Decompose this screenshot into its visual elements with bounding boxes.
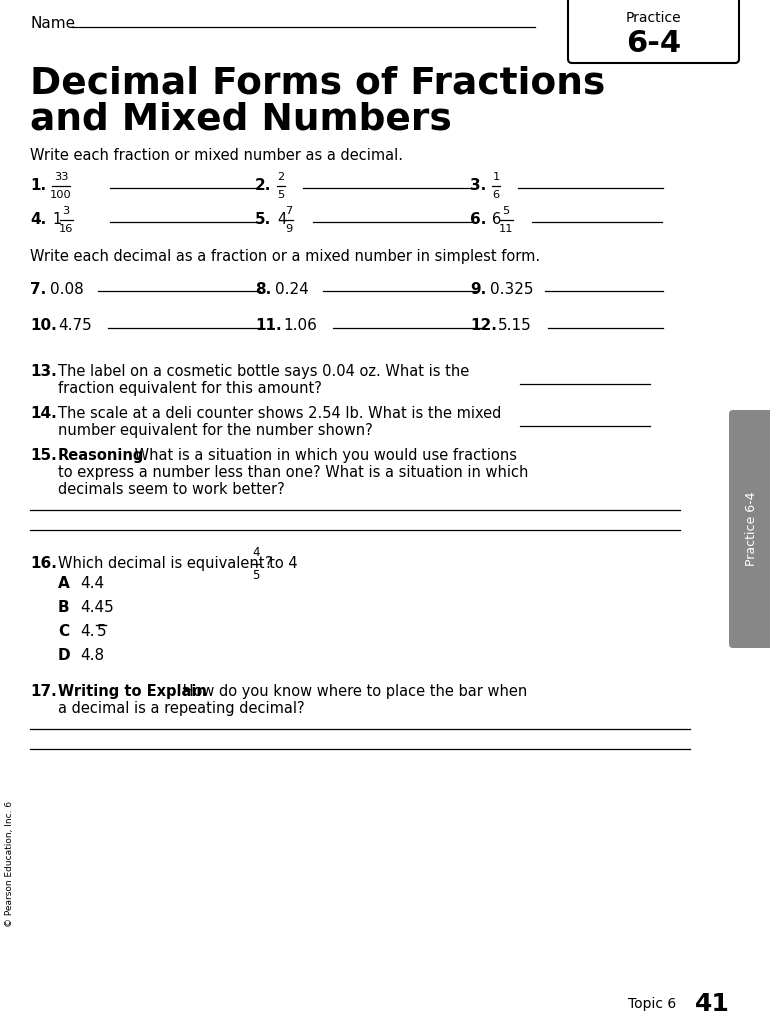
- Text: decimals seem to work better?: decimals seem to work better?: [58, 482, 285, 497]
- FancyBboxPatch shape: [729, 410, 770, 648]
- Text: 11: 11: [499, 224, 514, 234]
- Text: 4.4: 4.4: [80, 577, 104, 592]
- Text: 3.: 3.: [470, 178, 486, 194]
- Text: 11.: 11.: [255, 318, 282, 334]
- Text: 1.06: 1.06: [283, 318, 317, 334]
- Text: 5: 5: [277, 190, 285, 201]
- Text: 4.45: 4.45: [80, 600, 114, 615]
- Text: 4.: 4.: [30, 213, 46, 227]
- Text: What is a situation in which you would use fractions: What is a situation in which you would u…: [130, 449, 517, 463]
- Text: 15.: 15.: [30, 449, 57, 463]
- Text: 5: 5: [253, 569, 259, 582]
- Text: 7.: 7.: [30, 282, 46, 297]
- Text: 6: 6: [493, 190, 500, 201]
- Text: Which decimal is equivalent to 4: Which decimal is equivalent to 4: [58, 556, 298, 571]
- Text: How do you know where to place the bar when: How do you know where to place the bar w…: [178, 684, 527, 699]
- Text: 2.: 2.: [255, 178, 271, 194]
- Text: fraction equivalent for this amount?: fraction equivalent for this amount?: [58, 381, 322, 396]
- Text: 10.: 10.: [30, 318, 57, 334]
- FancyBboxPatch shape: [568, 0, 739, 63]
- Text: 9: 9: [285, 224, 293, 234]
- Text: 4: 4: [253, 546, 259, 559]
- Text: Write each decimal as a fraction or a mixed number in simplest form.: Write each decimal as a fraction or a mi…: [30, 249, 540, 263]
- Text: 1: 1: [52, 213, 62, 227]
- Text: C: C: [58, 625, 69, 640]
- Text: a decimal is a repeating decimal?: a decimal is a repeating decimal?: [58, 701, 305, 716]
- Text: 0.24: 0.24: [275, 282, 309, 297]
- Text: number equivalent for the number shown?: number equivalent for the number shown?: [58, 423, 373, 438]
- Text: Name: Name: [30, 16, 75, 32]
- Text: 100: 100: [50, 190, 72, 201]
- Text: 6-4: 6-4: [626, 29, 681, 57]
- Text: B: B: [58, 600, 69, 615]
- Text: 3: 3: [62, 206, 70, 216]
- Text: The label on a cosmetic bottle says 0.04 oz. What is the: The label on a cosmetic bottle says 0.04…: [58, 364, 469, 379]
- Text: 6.: 6.: [470, 213, 487, 227]
- Text: 5: 5: [503, 206, 510, 216]
- Text: 14.: 14.: [30, 406, 57, 421]
- Text: 17.: 17.: [30, 684, 57, 699]
- Text: Write each fraction or mixed number as a decimal.: Write each fraction or mixed number as a…: [30, 147, 403, 163]
- Text: and Mixed Numbers: and Mixed Numbers: [30, 101, 452, 137]
- Text: 7: 7: [285, 206, 293, 216]
- Text: 8.: 8.: [255, 282, 271, 297]
- Text: 16: 16: [59, 224, 73, 234]
- Text: 41: 41: [695, 992, 730, 1016]
- Text: 2: 2: [277, 172, 285, 181]
- Text: 4.8: 4.8: [80, 648, 104, 664]
- Text: Decimal Forms of Fractions: Decimal Forms of Fractions: [30, 66, 605, 102]
- Text: 5: 5: [97, 625, 106, 640]
- Text: 12.: 12.: [470, 318, 497, 334]
- Text: Practice: Practice: [626, 11, 681, 25]
- Text: 0.08: 0.08: [50, 282, 84, 297]
- Text: Practice 6-4: Practice 6-4: [745, 492, 758, 566]
- Text: A: A: [58, 577, 70, 592]
- Text: 4.: 4.: [80, 625, 95, 640]
- Text: © Pearson Education, Inc. 6: © Pearson Education, Inc. 6: [5, 801, 15, 927]
- Text: Topic 6: Topic 6: [628, 997, 676, 1011]
- Text: ?: ?: [265, 556, 273, 571]
- Text: 5.15: 5.15: [498, 318, 532, 334]
- Text: 33: 33: [54, 172, 69, 181]
- Text: The scale at a deli counter shows 2.54 lb. What is the mixed: The scale at a deli counter shows 2.54 l…: [58, 406, 501, 421]
- Text: to express a number less than one? What is a situation in which: to express a number less than one? What …: [58, 465, 528, 480]
- Text: Writing to Explain: Writing to Explain: [58, 684, 207, 699]
- Text: 5.: 5.: [255, 213, 271, 227]
- Text: Reasoning: Reasoning: [58, 449, 145, 463]
- Text: 0.325: 0.325: [490, 282, 534, 297]
- Text: 16.: 16.: [30, 556, 57, 571]
- Text: 4: 4: [277, 213, 286, 227]
- Text: 9.: 9.: [470, 282, 486, 297]
- Text: 1.: 1.: [30, 178, 46, 194]
- Text: 6: 6: [492, 213, 501, 227]
- Text: 1: 1: [492, 172, 500, 181]
- Text: D: D: [58, 648, 71, 664]
- Text: 4.75: 4.75: [58, 318, 92, 334]
- Text: 13.: 13.: [30, 364, 57, 379]
